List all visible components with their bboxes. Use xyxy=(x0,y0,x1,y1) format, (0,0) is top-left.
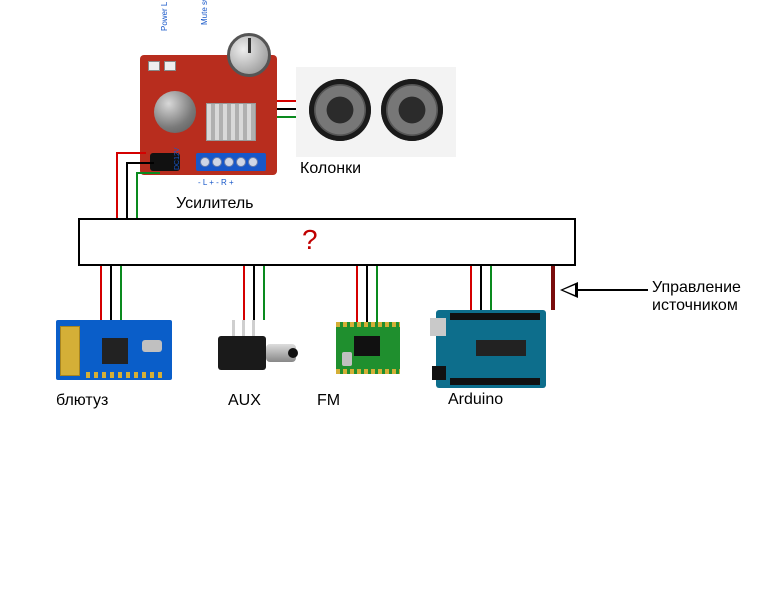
wire xyxy=(376,266,378,322)
wire xyxy=(110,266,112,320)
speakers-module xyxy=(296,67,456,157)
amp-label-powerl: Power L xyxy=(160,2,169,31)
heatsink-icon xyxy=(206,103,256,141)
jack-hole-icon xyxy=(288,348,298,358)
pads-icon xyxy=(336,322,400,327)
control-label-line2: источником xyxy=(652,297,738,315)
wire xyxy=(366,266,368,322)
question-mark: ? xyxy=(302,224,318,256)
wire xyxy=(277,108,296,110)
control-label-line1: Управление xyxy=(652,279,741,297)
chip-icon xyxy=(354,336,380,356)
pads-icon xyxy=(336,369,400,374)
wire xyxy=(277,116,296,118)
fm-label: FM xyxy=(317,392,340,410)
wire xyxy=(243,266,245,320)
pin-header-icon xyxy=(450,378,540,385)
wire xyxy=(136,172,138,218)
amplifier-label: Усилитель xyxy=(176,195,254,213)
wire xyxy=(277,100,296,102)
fm-module xyxy=(336,322,400,374)
bluetooth-label: блютуз xyxy=(56,392,108,410)
crystal-icon xyxy=(342,352,352,366)
wire xyxy=(100,266,102,320)
wire xyxy=(116,152,118,218)
wire xyxy=(356,266,358,322)
unknown-switch-box xyxy=(78,218,576,266)
speaker-icon xyxy=(381,79,443,141)
pin-header-icon xyxy=(450,313,540,320)
mcu-chip-icon xyxy=(476,340,526,356)
arrow-icon xyxy=(560,282,578,298)
aux-label: AUX xyxy=(228,392,261,410)
crystal-icon xyxy=(142,340,162,352)
wire xyxy=(253,266,255,320)
power-jack-icon xyxy=(432,366,446,380)
chip-icon xyxy=(102,338,128,364)
jack-body-icon xyxy=(218,336,266,370)
amp-label-terms: - L + - R + xyxy=(198,178,234,187)
led-icon xyxy=(148,61,160,71)
wire xyxy=(136,172,160,174)
wire xyxy=(120,266,122,320)
control-wire xyxy=(551,266,555,310)
arduino-label: Arduino xyxy=(448,391,503,409)
speaker-icon xyxy=(309,79,371,141)
pin-header-icon xyxy=(86,372,166,378)
led-icon xyxy=(164,61,176,71)
wire xyxy=(480,266,482,310)
arrow-icon xyxy=(578,289,648,291)
arduino-module xyxy=(436,310,546,388)
wire xyxy=(126,162,154,164)
capacitor-icon xyxy=(154,91,196,133)
volume-knob-icon xyxy=(227,33,271,77)
amplifier-module: Mute switch Power L DC12V - L + - R + xyxy=(140,55,277,175)
usb-port-icon xyxy=(430,318,446,336)
wire xyxy=(470,266,472,310)
amp-label-dc12v: DC12V xyxy=(174,147,181,170)
bluetooth-module xyxy=(56,320,172,380)
aux-module xyxy=(218,320,298,376)
wire xyxy=(116,152,146,154)
wire xyxy=(490,266,492,310)
antenna-icon xyxy=(60,326,80,376)
speakers-label: Колонки xyxy=(300,160,361,178)
wire xyxy=(263,266,265,320)
wire xyxy=(126,162,128,218)
screw-terminal-icon xyxy=(196,153,266,171)
amp-label-mute: Mute switch xyxy=(200,0,209,25)
